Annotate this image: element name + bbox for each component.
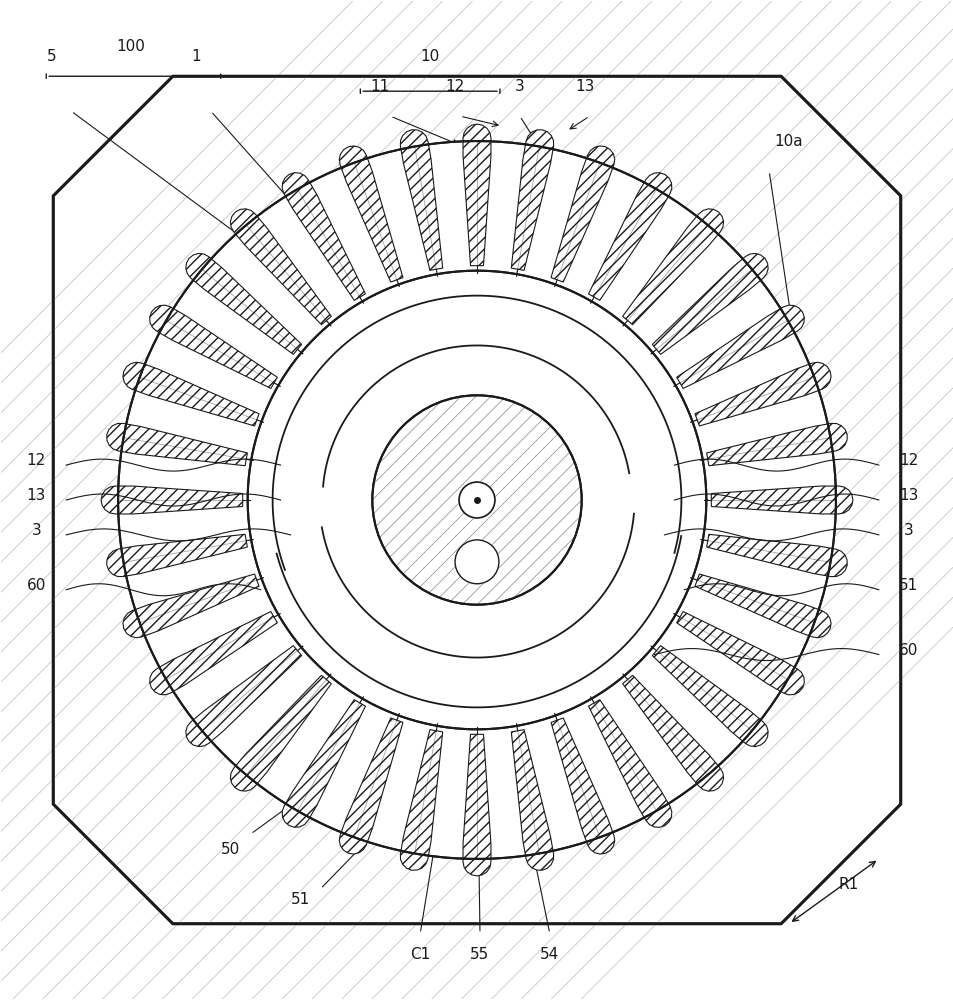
Polygon shape <box>339 146 402 282</box>
Polygon shape <box>511 730 553 870</box>
Polygon shape <box>53 76 900 924</box>
Polygon shape <box>706 423 846 466</box>
Polygon shape <box>107 534 247 577</box>
Polygon shape <box>400 730 442 870</box>
Text: 13: 13 <box>27 488 46 503</box>
Polygon shape <box>588 173 671 300</box>
Text: 51: 51 <box>291 892 310 907</box>
Polygon shape <box>622 209 722 325</box>
Polygon shape <box>694 574 830 638</box>
Text: 1: 1 <box>191 49 200 64</box>
Text: C1: C1 <box>410 947 430 962</box>
Text: 50: 50 <box>221 842 240 857</box>
Polygon shape <box>282 173 365 300</box>
Polygon shape <box>231 675 331 791</box>
PathPatch shape <box>118 141 835 859</box>
Polygon shape <box>462 734 491 876</box>
Polygon shape <box>676 305 803 388</box>
Polygon shape <box>150 305 277 388</box>
Text: 13: 13 <box>575 79 594 94</box>
Polygon shape <box>186 646 301 747</box>
Polygon shape <box>652 646 767 747</box>
Text: 54: 54 <box>539 947 558 962</box>
Polygon shape <box>652 253 767 354</box>
Text: 60: 60 <box>898 643 918 658</box>
Polygon shape <box>400 130 442 270</box>
Polygon shape <box>622 675 722 791</box>
Polygon shape <box>694 362 830 426</box>
Text: 10a: 10a <box>774 134 802 149</box>
Text: 11: 11 <box>371 79 390 94</box>
Text: 55: 55 <box>470 947 489 962</box>
Polygon shape <box>511 130 553 270</box>
Polygon shape <box>706 534 846 577</box>
Polygon shape <box>551 146 614 282</box>
Polygon shape <box>462 124 491 266</box>
Text: 60: 60 <box>27 578 46 593</box>
Text: R1: R1 <box>838 877 858 892</box>
Circle shape <box>118 141 835 859</box>
Polygon shape <box>101 486 242 514</box>
Polygon shape <box>339 718 402 854</box>
Text: 100: 100 <box>116 39 145 54</box>
Polygon shape <box>107 423 247 466</box>
Circle shape <box>455 540 498 584</box>
Text: 10: 10 <box>420 49 439 64</box>
Text: 12: 12 <box>27 453 46 468</box>
Polygon shape <box>150 612 277 695</box>
Text: 12: 12 <box>445 79 464 94</box>
Circle shape <box>458 482 495 518</box>
Text: 3: 3 <box>515 79 524 94</box>
Polygon shape <box>123 574 259 638</box>
Polygon shape <box>711 486 852 514</box>
Text: 13: 13 <box>898 488 918 503</box>
Polygon shape <box>588 700 671 827</box>
Polygon shape <box>123 362 259 426</box>
Polygon shape <box>186 253 301 354</box>
Polygon shape <box>231 209 331 325</box>
Text: 12: 12 <box>898 453 918 468</box>
Polygon shape <box>282 700 365 827</box>
Polygon shape <box>551 718 614 854</box>
Polygon shape <box>676 612 803 695</box>
Text: 5: 5 <box>47 49 56 64</box>
Circle shape <box>250 273 703 727</box>
Circle shape <box>372 395 581 605</box>
Text: 3: 3 <box>31 523 41 538</box>
Text: 51: 51 <box>898 578 918 593</box>
Text: 3: 3 <box>902 523 913 538</box>
